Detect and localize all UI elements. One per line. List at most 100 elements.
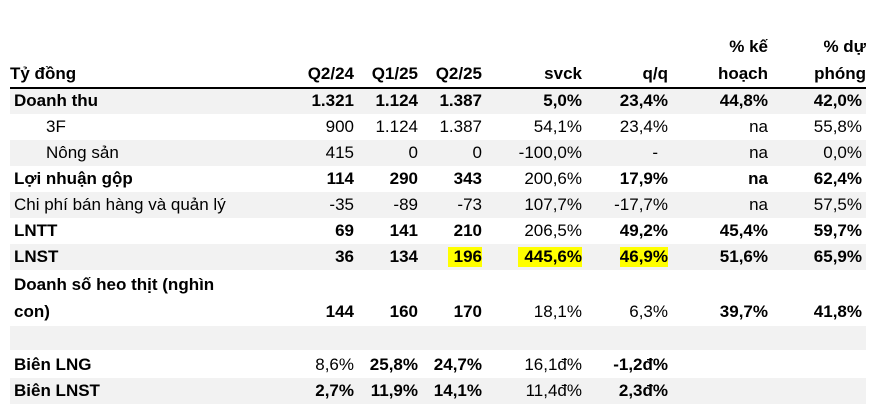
cell-q2-25: 24,7%	[433, 355, 482, 374]
cell-svck-highlight: 445,6%	[518, 247, 582, 267]
cell-forecast: 62,4%	[813, 169, 862, 188]
row-label: LNTT	[14, 221, 58, 240]
cell-q2-25: 1.387	[439, 91, 482, 110]
cell-q2-25: 210	[453, 221, 482, 240]
cell-q2-25: 0	[472, 143, 482, 162]
row-label: LNST	[14, 247, 59, 266]
row-label-line2: con)	[14, 302, 50, 321]
cell-q2-25: 343	[453, 169, 482, 188]
table-row: Doanh số heo thịt (nghìn con) 144 160 17…	[10, 270, 866, 324]
row-label: Nông sản	[46, 143, 119, 162]
cell-qq: 17,9%	[619, 169, 668, 188]
col-q2-24: Q2/24	[307, 64, 354, 83]
cell-q1-25: 290	[389, 169, 418, 188]
cell-qq-highlight: 46,9%	[619, 247, 668, 267]
cell-svck: 206,5%	[524, 221, 582, 240]
cell-q2-24: 36	[335, 247, 354, 266]
cell-forecast: 65,9%	[813, 247, 862, 266]
cell-qq: 23,4%	[619, 117, 668, 136]
table-row: Biên LNG 8,6% 25,8% 24,7% 16,1đ% -1,2đ%	[10, 352, 866, 378]
table-row: Biên LNST 2,7% 11,9% 14,1% 11,4đ% 2,3đ%	[10, 378, 866, 404]
row-label-line1: Doanh số heo thịt (nghìn	[14, 275, 215, 294]
cell-q1-25: 1.124	[375, 91, 418, 110]
cell-q2-25-highlight: 196	[447, 247, 482, 267]
cell-plan: na	[749, 143, 768, 162]
row-label: 3F	[46, 117, 66, 136]
cell-q1-25: 141	[389, 221, 418, 240]
cell-qq: -17,7%	[614, 195, 668, 214]
cell-forecast: 59,7%	[813, 221, 862, 240]
cell-q1-25: 134	[389, 247, 418, 266]
cell-q2-25: -73	[457, 195, 482, 214]
table-header: Tỷ đồng Q2/24 Q1/25 Q2/25 svck q/q % kế …	[10, 34, 866, 88]
cell-svck: 16,1đ%	[524, 355, 582, 374]
cell-forecast: 41,8%	[813, 302, 862, 321]
cell-plan: na	[749, 117, 768, 136]
col-q2-25: Q2/25	[435, 64, 482, 83]
table-row: LNTT 69 141 210 206,5% 49,2% 45,4% 59,7%	[10, 218, 866, 244]
cell-forecast: 42,0%	[813, 91, 862, 110]
cell-q2-24: 415	[325, 143, 354, 162]
cell-plan: 51,6%	[719, 247, 768, 266]
cell-q2-24: 1.321	[311, 91, 354, 110]
col-qq: q/q	[642, 64, 669, 83]
row-label: Doanh thu	[14, 91, 99, 110]
row-label: Chi phí bán hàng và quản lý	[14, 195, 226, 214]
cell-q2-24: 69	[335, 221, 354, 240]
col-forecast-line2: phóng	[814, 64, 866, 83]
cell-forecast: 0,0%	[823, 143, 862, 162]
row-label: Biên LNG	[14, 355, 92, 374]
header-rule	[10, 87, 866, 89]
cell-q2-24: 114	[326, 169, 354, 188]
cell-svck: 5,0%	[543, 91, 582, 110]
spacer-row	[10, 326, 866, 350]
col-plan-line2: hoạch	[717, 64, 768, 83]
cell-qq: 6,3%	[629, 302, 668, 321]
cell-q2-25: 170	[453, 302, 482, 321]
cell-q2-24: 900	[325, 117, 354, 136]
cell-q1-25: 160	[389, 302, 418, 321]
cell-svck: -100,0%	[518, 143, 582, 162]
table-row: Doanh thu 1.321 1.124 1.387 5,0% 23,4% 4…	[10, 89, 866, 114]
cell-qq: 2,3đ%	[618, 381, 668, 400]
cell-svck: 107,7%	[524, 195, 582, 214]
table-row: LNST 36 134 196 445,6% 46,9% 51,6% 65,9%	[10, 244, 866, 270]
cell-svck: 200,6%	[524, 169, 582, 188]
col-forecast-line1: % dự	[823, 37, 866, 56]
row-label: Biên LNST	[14, 381, 100, 400]
table-row: Chi phí bán hàng và quản lý -35 -89 -73 …	[10, 192, 866, 218]
cell-q1-25: 11,9%	[370, 381, 418, 400]
cell-qq: -	[652, 143, 658, 162]
cell-q2-24: -35	[329, 195, 354, 214]
cell-q2-25: 1.387	[439, 117, 482, 136]
cell-plan: 44,8%	[719, 91, 768, 110]
cell-q2-24: 8,6%	[315, 355, 354, 374]
table-row: Lợi nhuận gộp 114 290 343 200,6% 17,9% n…	[10, 166, 866, 192]
table-row: Nông sản 415 0 0 -100,0% - na 0,0%	[10, 140, 866, 166]
cell-q2-24: 144	[325, 302, 354, 321]
cell-q1-25: 1.124	[375, 117, 418, 136]
cell-qq: 23,4%	[619, 91, 668, 110]
cell-q1-25: -89	[393, 195, 418, 214]
col-svck: svck	[544, 64, 582, 83]
unit-label: Tỷ đồng	[10, 64, 77, 83]
cell-forecast: 57,5%	[813, 195, 862, 214]
cell-q1-25: 0	[408, 143, 418, 162]
cell-q1-25: 25,8%	[369, 355, 418, 374]
cell-svck: 54,1%	[533, 117, 582, 136]
col-q1-25: Q1/25	[371, 64, 418, 83]
row-label: Lợi nhuận gộp	[14, 169, 133, 188]
cell-q2-25: 14,1%	[433, 381, 482, 400]
table-row: 3F 900 1.124 1.387 54,1% 23,4% na 55,8%	[10, 114, 866, 140]
cell-q2-24: 2,7%	[315, 381, 354, 400]
cell-qq: 49,2%	[619, 221, 668, 240]
cell-svck: 18,1%	[533, 302, 582, 321]
col-plan-line1: % kế	[729, 37, 768, 56]
cell-plan: na	[748, 169, 768, 188]
cell-plan: 39,7%	[719, 302, 768, 321]
cell-plan: 45,4%	[719, 221, 768, 240]
cell-forecast: 55,8%	[813, 117, 862, 136]
cell-plan: na	[749, 195, 768, 214]
cell-svck: 11,4đ%	[525, 381, 582, 400]
cell-qq: -1,2đ%	[613, 355, 668, 374]
